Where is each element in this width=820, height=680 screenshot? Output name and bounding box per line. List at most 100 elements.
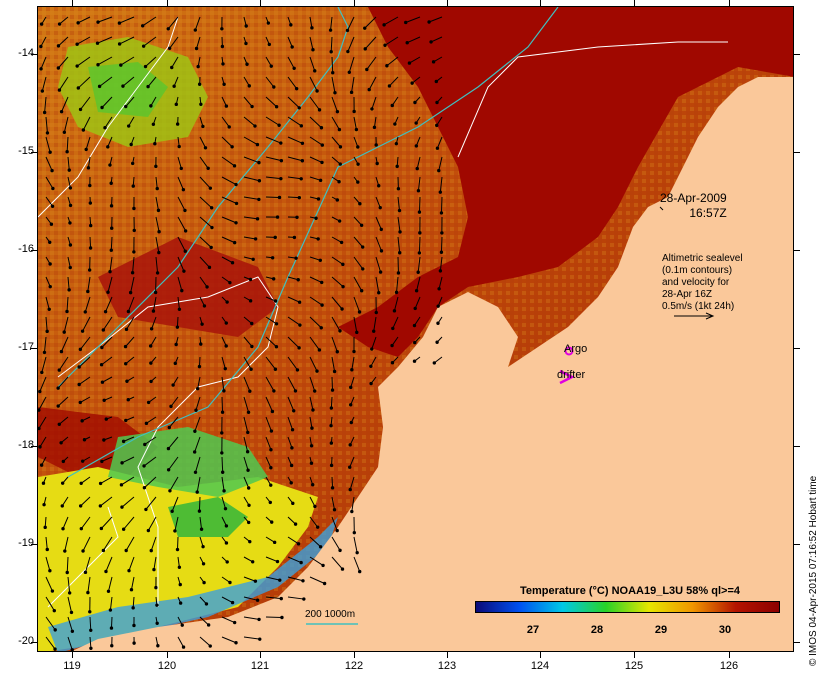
velocity-arrow-head bbox=[335, 109, 340, 114]
velocity-arrow-head bbox=[110, 226, 114, 230]
velocity-arrow-head bbox=[391, 326, 395, 331]
velocity-arrow bbox=[386, 56, 399, 67]
velocity-arrow-head bbox=[40, 370, 44, 375]
velocity-arrow-head bbox=[295, 368, 300, 372]
velocity-arrow-head bbox=[67, 168, 71, 172]
velocity-arrow-head bbox=[311, 408, 315, 412]
velocity-arrow bbox=[197, 376, 201, 389]
velocity-arrow-head bbox=[355, 330, 359, 335]
lon-label-126: 126 bbox=[719, 660, 739, 672]
velocity-arrow-head bbox=[200, 322, 204, 326]
land-australia bbox=[72, 77, 793, 651]
velocity-arrow-head bbox=[180, 288, 184, 293]
velocity-arrow-head bbox=[88, 246, 93, 250]
velocity-arrow bbox=[101, 96, 113, 108]
velocity-arrow bbox=[144, 436, 157, 445]
velocity-arrow bbox=[66, 556, 69, 573]
velocity-arrow bbox=[309, 396, 314, 411]
velocity-arrow-head bbox=[39, 463, 44, 467]
velocity-arrow-head bbox=[59, 109, 64, 114]
lon-label-125: 125 bbox=[624, 660, 644, 672]
velocity-arrow-head bbox=[83, 310, 87, 314]
velocity-arrow-head bbox=[249, 367, 253, 371]
velocity-arrow-head bbox=[197, 364, 202, 369]
velocity-arrow-head bbox=[412, 323, 417, 328]
velocity-arrow-head bbox=[38, 426, 41, 431]
velocity-arrow-head bbox=[155, 621, 159, 625]
velocity-arrow-head bbox=[166, 446, 171, 451]
velocity-arrow-head bbox=[246, 520, 251, 525]
velocity-arrow bbox=[384, 36, 399, 46]
velocity-arrow bbox=[375, 256, 382, 273]
velocity-arrow-head bbox=[321, 563, 325, 568]
velocity-arrow-head bbox=[220, 470, 225, 474]
velocity-arrow-head bbox=[204, 602, 209, 606]
velocity-arrow-head bbox=[202, 304, 207, 308]
velocity-arrow bbox=[109, 256, 113, 272]
lon-label-120: 120 bbox=[157, 660, 177, 672]
velocity-arrow bbox=[45, 316, 48, 332]
velocity-arrow-head bbox=[180, 623, 184, 627]
velocity-arrow-head bbox=[379, 249, 384, 253]
velocity-arrow bbox=[243, 376, 251, 392]
velocity-arrow-head bbox=[248, 299, 253, 303]
velocity-arrow bbox=[169, 476, 179, 492]
velocity-arrow bbox=[391, 336, 399, 346]
velocity-arrow-head bbox=[63, 549, 67, 553]
lat-label-19: -19 bbox=[18, 537, 34, 549]
velocity-arrow bbox=[177, 636, 184, 648]
velocity-arrow bbox=[177, 156, 182, 169]
velocity-arrow bbox=[265, 436, 272, 450]
altimetry-line-3: and velocity for bbox=[662, 277, 730, 288]
velocity-arrow-head bbox=[269, 465, 273, 470]
velocity-arrow bbox=[370, 356, 377, 367]
velocity-arrow-head bbox=[369, 381, 373, 386]
velocity-arrow-head bbox=[230, 261, 235, 265]
lon-tick bbox=[354, 652, 355, 658]
lon-tick bbox=[72, 0, 73, 6]
velocity-arrow-head bbox=[78, 400, 82, 405]
velocity-arrow-head bbox=[127, 568, 131, 573]
velocity-arrow bbox=[309, 556, 324, 566]
velocity-arrow-head bbox=[431, 60, 436, 64]
velocity-arrow-head bbox=[117, 42, 122, 46]
velocity-arrow-head bbox=[358, 202, 362, 206]
velocity-arrow-head bbox=[97, 84, 102, 89]
sst-map[interactable] bbox=[37, 6, 794, 652]
velocity-arrow bbox=[309, 336, 320, 351]
velocity-arrow bbox=[168, 456, 179, 471]
velocity-arrow bbox=[177, 276, 183, 291]
lon-label-124: 124 bbox=[530, 660, 550, 672]
velocity-arrow-head bbox=[181, 645, 186, 649]
velocity-arrow bbox=[331, 336, 338, 352]
velocity-arrow bbox=[309, 256, 321, 261]
velocity-arrow-head bbox=[146, 528, 151, 533]
velocity-arrow-head bbox=[439, 211, 444, 215]
velocity-arrow-head bbox=[439, 250, 444, 254]
velocity-arrow bbox=[309, 16, 313, 28]
velocity-arrow-head bbox=[109, 181, 113, 185]
velocity-arrow-head bbox=[143, 64, 148, 69]
velocity-arrow bbox=[45, 536, 48, 550]
velocity-arrow-head bbox=[220, 410, 225, 414]
velocity-arrow-head bbox=[65, 570, 69, 575]
lat-tick bbox=[31, 54, 37, 55]
velocity-arrow bbox=[366, 56, 377, 70]
lon-tick bbox=[540, 652, 541, 658]
velocity-arrow bbox=[331, 96, 338, 112]
velocity-arrow-head bbox=[48, 284, 52, 289]
velocity-arrow bbox=[243, 416, 249, 433]
velocity-arrow-head bbox=[57, 422, 61, 426]
velocity-arrow-head bbox=[78, 107, 83, 112]
velocity-arrow bbox=[125, 96, 135, 107]
lon-tick bbox=[167, 0, 168, 6]
velocity-arrow-head bbox=[39, 67, 43, 71]
velocity-arrow bbox=[389, 76, 399, 87]
velocity-arrow bbox=[155, 176, 158, 189]
velocity-arrow-head bbox=[269, 429, 274, 433]
velocity-arrow bbox=[45, 296, 50, 310]
velocity-arrow-head bbox=[38, 408, 41, 412]
velocity-arrow bbox=[144, 476, 157, 489]
velocity-arrow bbox=[375, 276, 380, 293]
velocity-arrow-head bbox=[280, 615, 284, 620]
